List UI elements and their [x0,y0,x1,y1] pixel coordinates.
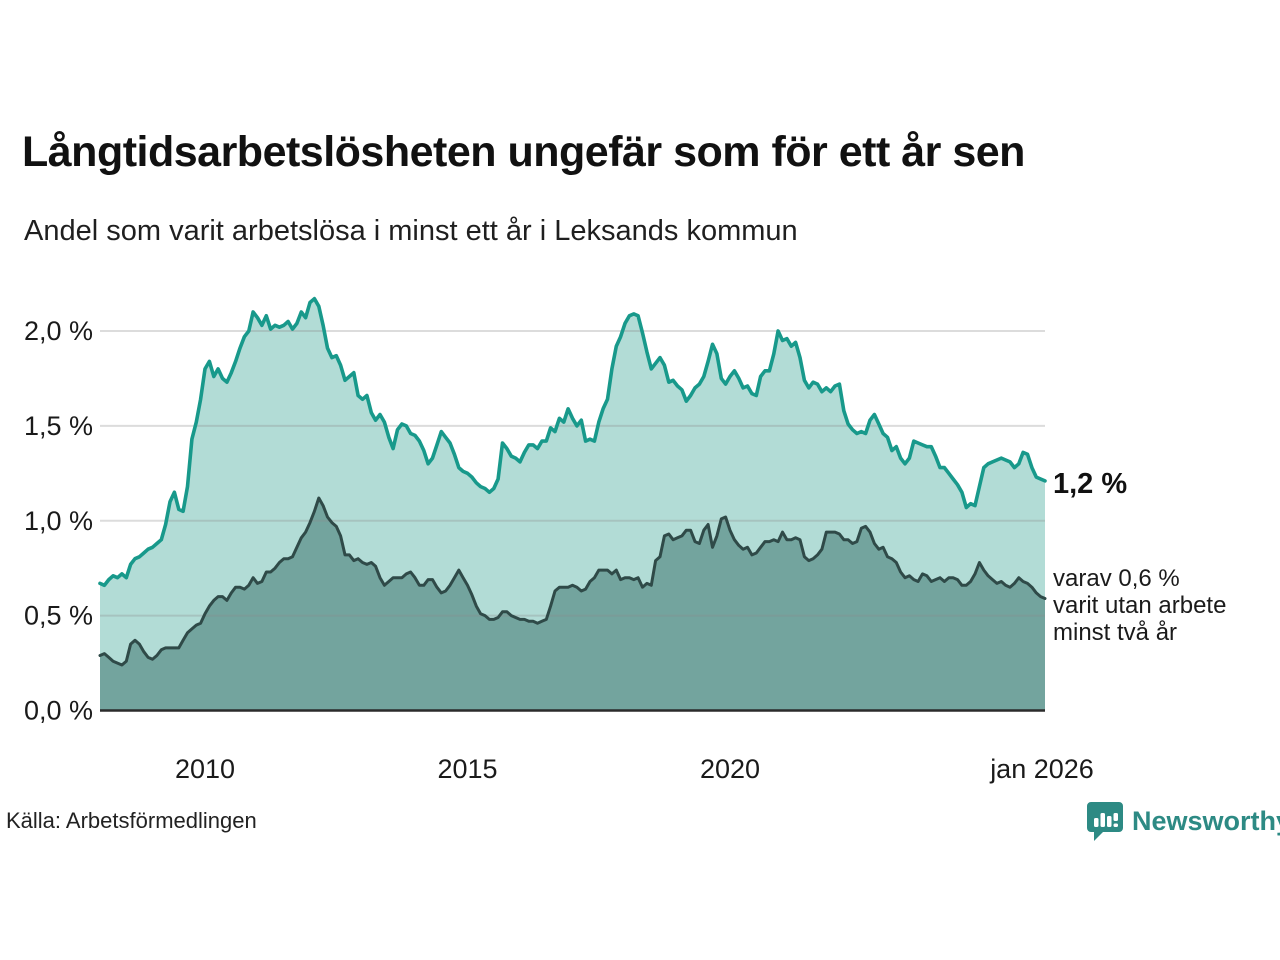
series1-end-value-label: 1,2 % [1053,468,1128,500]
page-title: Långtidsarbetslösheten ungefär som för e… [22,128,1025,176]
x-axis-tick-label: jan 2026 [989,754,1094,784]
x-axis-tick-label: 2020 [700,754,760,784]
series2-note-line2: varit utan arbete [1053,592,1227,619]
series2-note-line3: minst två år [1053,619,1178,646]
series2-line [98,496,1047,667]
brand-wordmark: Newsworthy [1132,805,1280,836]
source-credit: Källa: Arbetsförmedlingen [6,808,257,833]
x-axis-tick-label: 2010 [175,754,235,784]
x-axis-tick-label: 2015 [437,754,497,784]
y-axis-tick-label: 2,0 % [24,316,93,346]
series2-note-label: varav 0,6 % varit utan arbete minst två … [1053,565,1226,646]
chart-subtitle: Andel som varit arbetslösa i minst ett å… [24,215,798,247]
brand-logo: Newsworthy [1086,800,1280,842]
newsworthy-icon [1087,802,1123,841]
y-axis-tick-label: 1,0 % [24,506,93,536]
y-axis-tick-label: 0,5 % [24,601,93,631]
series1-line [98,296,1047,588]
y-axis-tick-label: 1,5 % [24,411,93,441]
series2-area [100,498,1045,711]
series2-note-line1: varav 0,6 % [1053,565,1180,592]
y-axis-tick-label: 0,0 % [24,696,93,726]
